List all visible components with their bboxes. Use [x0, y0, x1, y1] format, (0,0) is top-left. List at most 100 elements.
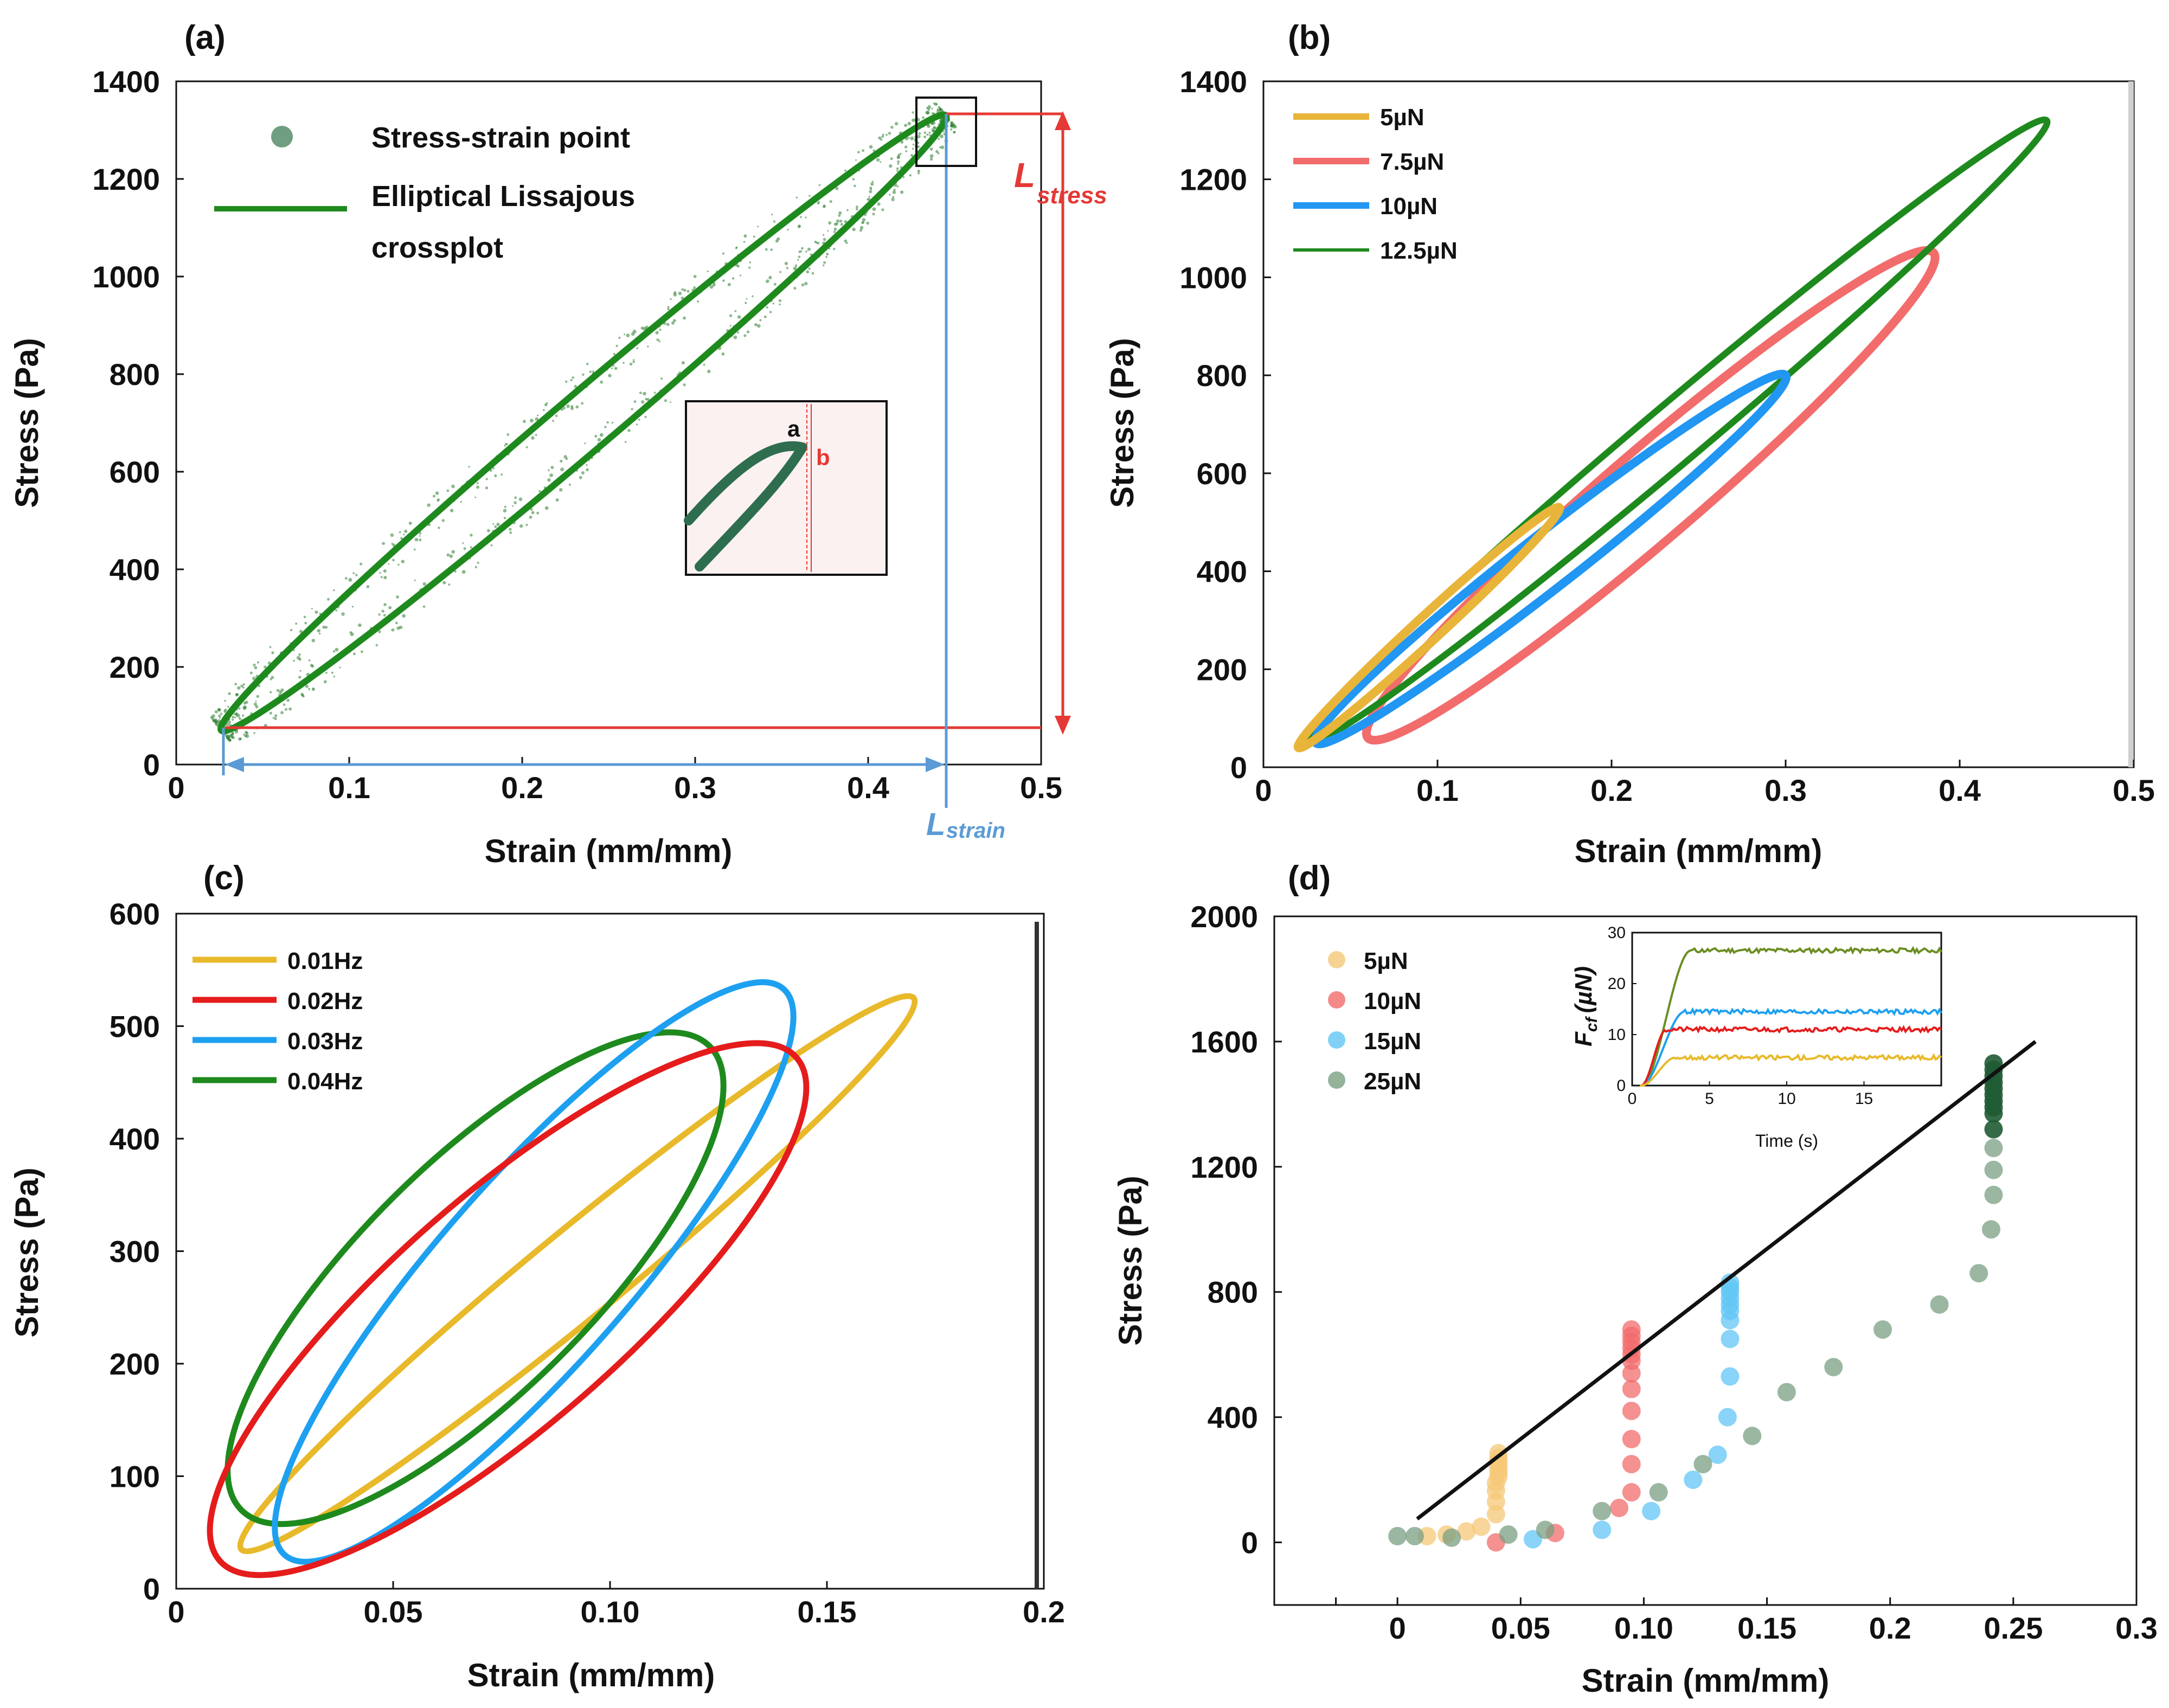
stress-strain-point: [606, 421, 609, 424]
stress-strain-point: [681, 361, 685, 365]
stress-strain-point: [787, 228, 789, 231]
data-point-25N: [1536, 1520, 1555, 1539]
legend-marker-1: [1328, 991, 1345, 1009]
data-point-15N: [1718, 1408, 1737, 1427]
stress-strain-point: [917, 145, 920, 149]
panel-a-legend-fit-cont: crossplot: [371, 232, 503, 264]
x-tick-label: 0: [1389, 1611, 1406, 1645]
stress-strain-point: [232, 718, 234, 721]
y-tick-label: 0: [143, 748, 160, 782]
stress-strain-point: [770, 248, 773, 251]
panel-a-inset-label-a: a: [787, 416, 800, 441]
stress-strain-point: [506, 433, 510, 436]
stress-strain-point: [623, 362, 625, 364]
stress-strain-point: [917, 172, 920, 175]
stress-strain-point: [615, 344, 618, 348]
stress-strain-point: [748, 266, 751, 269]
stress-strain-point: [255, 700, 257, 702]
stress-strain-point: [877, 202, 881, 206]
stress-strain-point: [779, 271, 781, 273]
l-strain-arrowhead-right: [926, 757, 945, 772]
inset-x-tick-label: 10: [1777, 1090, 1795, 1108]
stress-strain-point: [519, 524, 523, 528]
stress-strain-point: [896, 185, 899, 188]
stress-strain-point: [451, 550, 455, 554]
stress-strain-point: [869, 187, 872, 190]
stress-strain-point: [589, 370, 592, 373]
inset-y-tick-label: 30: [1608, 924, 1626, 942]
stress-strain-point: [862, 218, 866, 222]
stress-strain-point: [604, 426, 607, 428]
stress-strain-point: [441, 519, 445, 522]
stress-strain-point: [470, 546, 472, 549]
stress-strain-point: [474, 566, 477, 569]
stress-strain-point: [217, 708, 222, 712]
stress-strain-point: [763, 315, 767, 318]
stress-strain-point: [442, 581, 446, 585]
data-point-10N: [1622, 1430, 1641, 1449]
stress-strain-point: [238, 707, 241, 710]
stress-strain-point: [808, 267, 811, 270]
stress-strain-point: [512, 505, 514, 507]
stress-strain-point: [538, 490, 541, 493]
stress-strain-point: [446, 553, 450, 557]
stress-strain-point: [235, 712, 239, 716]
inset-y-tick-label: 10: [1608, 1026, 1626, 1044]
ellipse-0.02Hz: [207, 1040, 810, 1578]
data-point-15N: [1684, 1471, 1703, 1489]
stress-strain-point: [279, 690, 283, 694]
l-stress-arrowhead-bottom: [1055, 716, 1071, 735]
stress-strain-point: [514, 496, 517, 499]
stress-strain-point: [234, 729, 239, 734]
stress-strain-point: [271, 676, 274, 679]
y-tick-label: 1600: [1190, 1025, 1258, 1059]
data-point-25N: [1693, 1455, 1712, 1474]
stress-strain-point: [771, 213, 773, 216]
stress-strain-point: [344, 577, 348, 580]
stress-strain-point: [746, 298, 748, 300]
y-tick-label: 600: [110, 897, 160, 931]
stress-strain-point: [390, 533, 394, 537]
stress-strain-point: [793, 287, 797, 290]
stress-strain-point: [872, 213, 875, 216]
stress-strain-point: [895, 122, 899, 126]
stress-strain-point: [272, 717, 274, 719]
stress-strain-point: [749, 261, 752, 264]
stress-strain-point: [509, 531, 512, 534]
stress-strain-point: [228, 739, 232, 742]
panel-d-inset-ylabel-subscript: cf: [1583, 1016, 1601, 1032]
stress-strain-point: [866, 221, 869, 225]
data-point-25N: [1777, 1383, 1796, 1402]
stress-strain-point: [288, 707, 292, 711]
legend-label-2: 15µN: [1364, 1028, 1421, 1055]
data-point-10N: [1622, 1483, 1641, 1502]
stress-strain-point: [817, 201, 820, 205]
stress-strain-point: [239, 737, 242, 740]
panel-d-inset-ylabel-symbol: F: [1570, 1031, 1597, 1046]
stress-strain-point: [274, 717, 277, 721]
data-point-25N: [1405, 1527, 1424, 1545]
stress-strain-point: [671, 321, 675, 325]
panel-a-label: (a): [184, 19, 226, 56]
stress-strain-point: [912, 147, 914, 150]
data-point-10N: [1622, 1379, 1641, 1398]
stress-strain-point: [462, 542, 464, 544]
stress-strain-point: [801, 283, 805, 287]
stress-strain-point: [572, 376, 574, 379]
stress-strain-point: [468, 466, 470, 468]
inset-curve-15N: [1640, 1007, 1942, 1087]
stress-strain-point: [586, 468, 589, 472]
stress-strain-point: [613, 352, 616, 356]
stress-strain-point: [632, 359, 635, 361]
stress-strain-point: [348, 577, 352, 582]
stress-strain-point: [531, 511, 535, 515]
stress-strain-point: [951, 123, 955, 127]
stress-strain-point: [214, 710, 218, 714]
stress-strain-point: [660, 377, 663, 380]
stress-strain-point: [543, 409, 545, 412]
stress-strain-point: [636, 347, 639, 350]
panel-d-inset-frame: [1631, 932, 1942, 1087]
panel-b-ticks: 0 0.1 0.2 0.3 0.4 0.5 0 200 400 600 800 1000 1200 140…: [1179, 65, 2155, 807]
stress-strain-point: [876, 158, 880, 162]
stress-strain-point: [827, 230, 829, 232]
